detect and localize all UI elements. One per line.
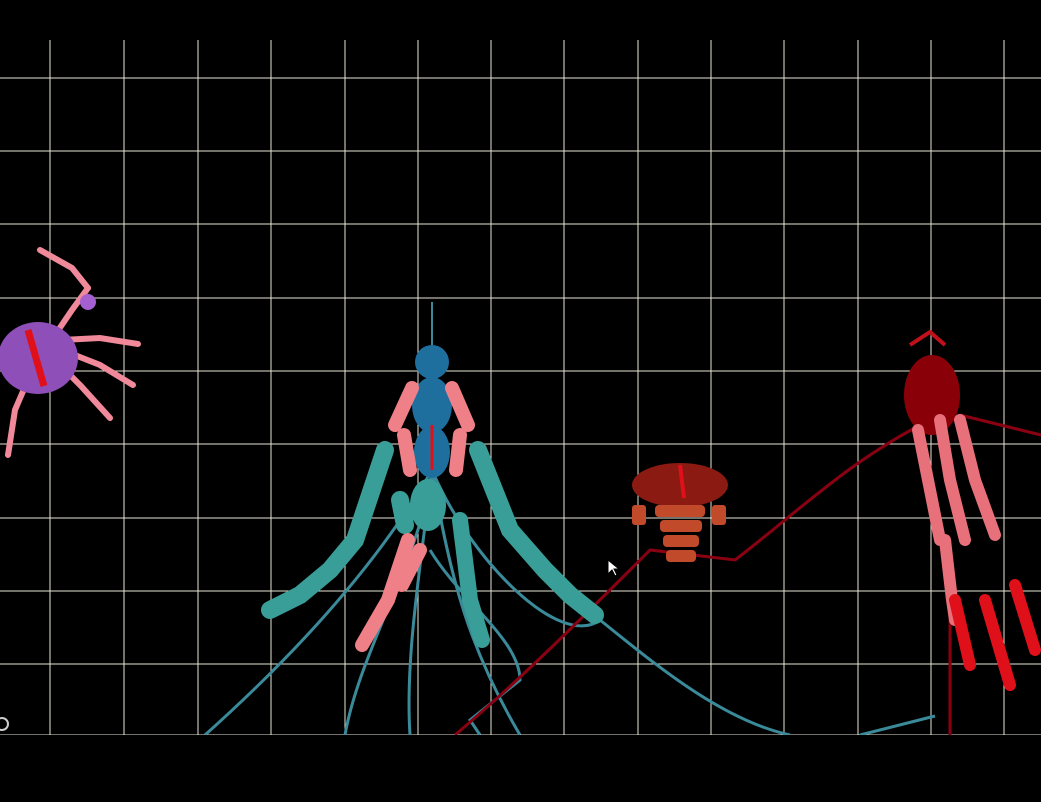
- jelly-marker: [678, 464, 686, 499]
- crab-legs: [5, 247, 141, 458]
- jelly-segments: [632, 505, 726, 562]
- centipede-segments: [261, 441, 604, 648]
- shrimp-limbs: [912, 414, 1001, 626]
- centipede-head: [415, 345, 449, 379]
- grid: [0, 40, 1041, 735]
- letterbox-top: [0, 0, 1041, 40]
- centipede-tail: [410, 479, 446, 531]
- jellyfish-creature[interactable]: [632, 463, 728, 562]
- shrimp-body: [904, 355, 960, 435]
- centipede-creature[interactable]: [261, 302, 604, 652]
- centipede-limbs: [355, 381, 475, 652]
- circle-icon[interactable]: [0, 716, 10, 732]
- crab-claw: [80, 294, 96, 310]
- crab-spine: [24, 329, 48, 387]
- shrimp-antennae: [908, 329, 947, 347]
- shrimp-creature[interactable]: [904, 329, 1041, 691]
- shrimp-tail: [949, 579, 1041, 691]
- centipede-thorax: [412, 377, 452, 433]
- grid-area: [0, 40, 1041, 735]
- jelly-bell: [632, 463, 728, 507]
- letterbox-bottom: [0, 735, 1041, 802]
- crab-creature[interactable]: [0, 247, 141, 458]
- arrow-cursor-icon: [608, 560, 620, 577]
